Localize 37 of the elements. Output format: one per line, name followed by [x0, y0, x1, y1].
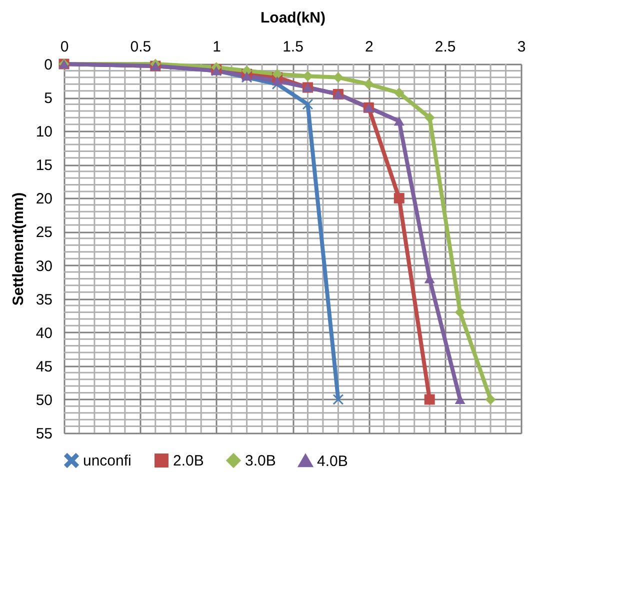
x-tick-label: 3	[517, 38, 526, 56]
y-tick-label: 10	[36, 124, 52, 141]
y-tick-label: 55	[36, 426, 52, 442]
point	[272, 68, 283, 80]
point	[394, 116, 404, 126]
point	[272, 76, 283, 86]
x-tick-label: 2.5	[434, 38, 456, 56]
point	[394, 192, 404, 204]
y-axis-title: Settlement(mm)	[10, 192, 27, 306]
x-tick-label: 2	[364, 38, 374, 56]
y-tick-label: 0	[44, 56, 52, 74]
y-tick-label: 50	[36, 392, 52, 409]
x-axis-title: Load(kN)	[260, 10, 326, 26]
point	[394, 88, 404, 98]
y-tick-label: 40	[36, 324, 52, 342]
x-tick-label: 0	[60, 38, 69, 56]
x-tick-label: 1.5	[282, 38, 304, 56]
legend-label: 3.0B	[245, 452, 276, 470]
y-tick-label: 35	[36, 291, 52, 308]
legend-label: 2.0B	[173, 452, 204, 470]
y-tick-label: 25	[36, 224, 52, 242]
legend-label: unconfi	[83, 452, 132, 470]
point	[424, 112, 435, 123]
point	[302, 99, 313, 110]
point	[485, 394, 496, 405]
y-tick-label: 20	[36, 190, 52, 208]
y-tick-label: 30	[36, 258, 52, 275]
x-tick-label: 0.5	[130, 38, 152, 56]
y-tick-label: 15	[36, 157, 52, 174]
y-tick-label: 5	[44, 90, 52, 108]
y-tick-label: 45	[36, 358, 52, 376]
x-tick-label: 1	[212, 38, 222, 56]
point	[424, 394, 435, 405]
point	[454, 306, 466, 318]
point	[363, 78, 374, 90]
legend-label: 4.0B	[317, 452, 348, 470]
point	[332, 394, 344, 405]
